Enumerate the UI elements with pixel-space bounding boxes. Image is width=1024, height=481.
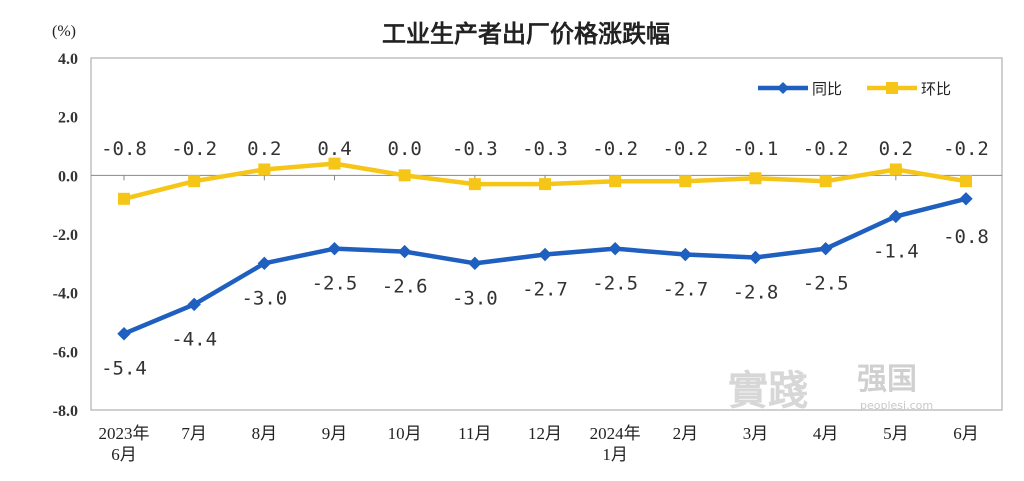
- data-label: -2.7: [662, 279, 708, 301]
- series-line-0: [121, 196, 969, 336]
- x-tick-label: 4月: [813, 424, 839, 443]
- data-label: 0.2: [879, 138, 913, 160]
- data-label: -0.3: [452, 138, 498, 160]
- point-marker: [468, 178, 481, 191]
- data-label: -2.8: [733, 281, 779, 303]
- data-label: -0.2: [803, 138, 849, 160]
- data-label: -4.4: [171, 328, 217, 350]
- y-tick-label: 2.0: [58, 110, 78, 127]
- data-label: -2.5: [312, 273, 358, 295]
- point-marker: [117, 327, 131, 341]
- x-tick-label: 3月: [743, 424, 769, 443]
- data-label: -0.2: [171, 138, 217, 160]
- data-label: -0.2: [662, 138, 708, 160]
- x-tick-label: 2023年: [99, 424, 150, 443]
- legend: 同比 环比: [758, 80, 951, 98]
- point-marker: [327, 241, 342, 256]
- point-marker: [468, 256, 482, 271]
- point-marker: [328, 157, 341, 170]
- y-tick-label: -4.0: [53, 286, 78, 303]
- data-label: -3.0: [241, 287, 287, 309]
- legend-label: 环比: [921, 80, 951, 98]
- data-label: -0.2: [943, 138, 989, 160]
- data-label: 0.0: [388, 138, 422, 160]
- plot-area-frame: [90, 57, 1003, 411]
- x-tick-label: 5月: [883, 424, 909, 443]
- x-tick-label: 8月: [252, 424, 278, 443]
- x-tick-label: 1月: [602, 445, 628, 464]
- x-tick-label: 9月: [322, 424, 348, 443]
- y-tick-label: -2.0: [53, 227, 78, 244]
- point-marker: [889, 209, 903, 224]
- point-marker: [889, 163, 902, 176]
- x-tick-label: 6月: [111, 445, 137, 464]
- y-axis-unit: (%): [52, 23, 76, 40]
- y-tick-label: 0.0: [58, 168, 78, 185]
- point-marker: [609, 175, 622, 188]
- data-labels: -5.4 -4.4 -3.0 -2.5 -2.6 -3.0 -2.7 -2.5 -2.7 -2.8…: [101, 138, 989, 380]
- data-label: -3.0: [452, 287, 498, 309]
- point-marker: [118, 192, 130, 205]
- x-tick-label: 11月: [458, 424, 491, 443]
- data-label: 0.2: [247, 138, 281, 160]
- point-marker: [608, 241, 622, 256]
- legend-label: 同比: [812, 80, 842, 98]
- legend-marker: [777, 82, 789, 94]
- series-layer: [117, 157, 973, 341]
- point-marker: [398, 169, 411, 182]
- x-tick-label: 12月: [528, 424, 562, 443]
- point-marker: [678, 247, 693, 262]
- data-label: -0.1: [733, 138, 779, 160]
- data-label: -2.5: [803, 273, 849, 295]
- point-marker: [257, 256, 272, 271]
- watermark-calligraphy: 實踐: [728, 367, 808, 414]
- point-marker: [818, 241, 833, 256]
- x-tick-label: 7月: [181, 424, 207, 443]
- y-tick-label: 4.0: [58, 51, 78, 68]
- data-label: -2.5: [592, 273, 638, 295]
- point-marker: [397, 244, 412, 259]
- point-marker: [959, 192, 973, 206]
- point-marker: [538, 247, 552, 262]
- point-marker: [960, 175, 972, 188]
- data-label: 0.4: [317, 138, 351, 160]
- axes: 4.0 2.0 0.0 -2.0 -4.0 -6.0 -8.0 2023年 6月 7月 8月 9月 10…: [53, 51, 1002, 464]
- data-label: -5.4: [101, 358, 147, 380]
- y-tick-label: -8.0: [53, 403, 78, 420]
- data-label: -0.2: [592, 138, 638, 160]
- data-label: -1.4: [873, 240, 919, 262]
- data-label: -0.3: [522, 138, 568, 160]
- legend-marker: [886, 82, 898, 94]
- watermark-url: peoplesj.com: [860, 399, 933, 412]
- point-marker: [679, 175, 692, 188]
- watermark-brand: 强国: [857, 362, 917, 397]
- x-tick-label: 10月: [388, 424, 422, 443]
- point-marker: [819, 175, 832, 188]
- point-marker: [258, 163, 271, 176]
- point-marker: [539, 178, 551, 191]
- data-label: -2.7: [522, 279, 568, 301]
- point-marker: [749, 172, 762, 185]
- x-tick-label: 2024年: [590, 424, 641, 443]
- x-tick-label: 2月: [673, 424, 699, 443]
- point-marker: [748, 250, 763, 265]
- data-label: -0.8: [943, 226, 989, 248]
- point-marker: [188, 175, 201, 188]
- data-label: -0.8: [101, 138, 147, 160]
- watermark: 實踐 强国 peoplesj.com: [728, 362, 933, 414]
- point-marker: [187, 297, 201, 312]
- data-label: -2.6: [382, 276, 428, 298]
- chart-title: 工业生产者出厂价格涨跌幅: [382, 20, 670, 48]
- x-tick-label: 6月: [953, 424, 979, 443]
- y-tick-label: -6.0: [53, 344, 78, 361]
